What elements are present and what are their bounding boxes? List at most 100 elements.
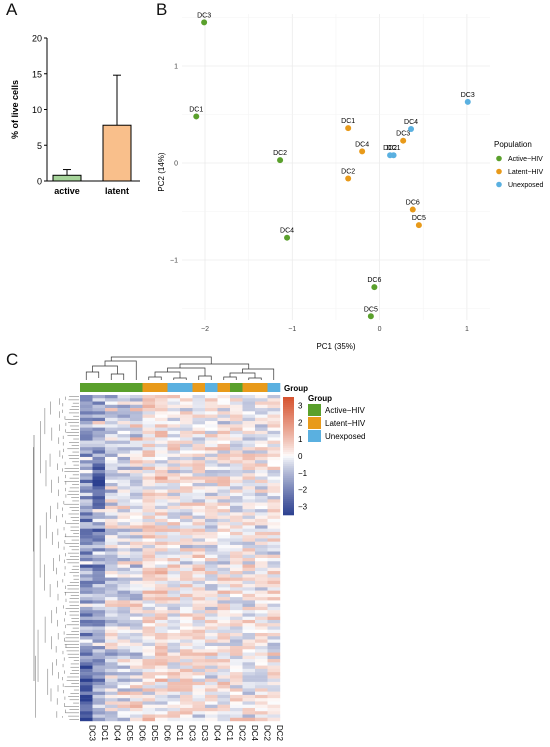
heatmap-cell [217,691,231,696]
heatmap-cell [230,584,243,588]
heatmap-cell [192,623,206,627]
heatmap-cell [130,447,143,451]
heatmap-cell [130,717,143,722]
group-bar-label: Group [284,384,308,393]
heatmap-cell [242,476,256,480]
heatmap-cell [267,619,281,624]
heatmap-cell [117,411,131,415]
heatmap-cell [230,616,243,621]
heatmap-cell [92,440,106,445]
heatmap-cell [117,450,131,454]
heatmap-cell [205,610,218,614]
heatmap-cell [230,525,243,529]
heatmap-cell [180,427,193,432]
heatmap-cell [217,453,231,458]
heatmap-cell [142,580,156,585]
heatmap-cell [180,515,193,520]
heatmap-cell [267,623,281,627]
column-dendrogram-branch [223,376,237,380]
heatmap-cell [192,707,206,712]
heatmap-cell [267,483,281,487]
heatmap-cell [155,535,168,539]
heatmap-cell [92,597,106,601]
heatmap-cell [192,691,206,696]
heatmap-cell [217,404,231,409]
heatmap-cell [180,512,193,516]
heatmap-cell [80,593,93,598]
heatmap-cell [255,427,268,432]
column-label: DC4 [212,725,221,742]
heatmap-cell [142,646,156,650]
heatmap-cell [180,593,193,598]
heatmap-cell [92,678,106,683]
heatmap-cell [255,646,268,650]
heatmap-cell [130,437,143,441]
heatmap-cell [180,603,193,608]
heatmap-cell [255,496,268,500]
heatmap-cell [105,492,118,497]
heatmap-cell [230,561,243,565]
heatmap-cell [105,443,118,448]
heatmap-cell [142,681,156,686]
heatmap-cell [92,483,106,487]
heatmap-cell [92,453,106,458]
column-label: DC1 [100,725,109,742]
heatmap-cell [230,639,243,643]
heatmap-cell [155,613,168,617]
heatmap-cell [92,691,106,696]
legend-label: Unexposed [508,182,544,189]
heatmap-cell [117,427,131,432]
heatmap-cell [130,502,143,507]
legend-title: Population [494,140,532,149]
heatmap-cell [217,541,231,546]
heatmap-cell [267,564,281,568]
colorbar-segment [283,440,294,443]
heatmap-cell [255,411,268,415]
heatmap-cell [217,528,231,533]
heatmap-cell [180,489,193,493]
heatmap-cell [167,662,181,666]
heatmap-cell [267,600,281,604]
bar-latent [102,124,132,182]
heatmap-cell [167,593,181,598]
heatmap-cell [117,672,131,676]
heatmap-cell [242,473,256,477]
heatmap-cell [80,688,93,692]
heatmap-cell [267,499,281,503]
heatmap-cell [130,685,143,689]
heatmap-cell [205,655,218,660]
colorbar-segment [283,424,294,427]
heatmap-cell [180,479,193,484]
heatmap-cell [230,535,243,539]
heatmap-cell [192,541,206,546]
heatmap-cell [230,574,243,578]
heatmap-cell [205,623,218,627]
heatmap-cell [267,554,281,559]
heatmap-cell [155,443,168,448]
heatmap-cell [180,623,193,627]
heatmap-cell [130,704,143,709]
heatmap-cell [155,437,168,441]
heatmap-cell [217,564,231,568]
heatmap-cell [167,430,181,435]
heatmap-cell [255,463,268,467]
colorbar-segment [283,507,294,510]
heatmap-cell [167,515,181,520]
heatmap-cell [255,483,268,487]
heatmap-cell [142,691,156,696]
heatmap-cell [217,603,231,608]
heatmap-cell [80,476,93,480]
colorbar-segment [283,501,294,504]
y-axis-title: % of live cells [10,80,20,139]
heatmap-cell [167,427,181,432]
colorbar-tick-label: 3 [298,401,303,410]
heatmap-cell [267,447,281,451]
heatmap-cell [267,646,281,650]
heatmap-cell [80,408,93,412]
heatmap-cell [80,626,93,630]
heatmap-cell [155,489,168,493]
heatmap-cell [142,574,156,578]
heatmap-cell [242,672,256,676]
heatmap-cell [155,447,168,451]
heatmap-cell [142,492,156,497]
